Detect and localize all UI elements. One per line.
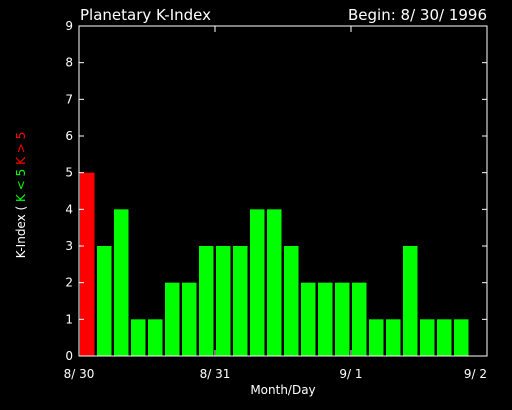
bar xyxy=(131,319,146,356)
bars-group xyxy=(80,172,469,356)
bar xyxy=(97,246,112,356)
y-tick-label: 5 xyxy=(65,166,73,180)
x-tick-label: 9/ 2 xyxy=(464,367,487,381)
bar xyxy=(216,246,231,356)
x-axis-label: Month/Day xyxy=(250,383,315,397)
chart-title: Planetary K-Index xyxy=(80,6,211,24)
bar xyxy=(403,246,418,356)
x-axis-ticks: 8/ 30 8/ 31 9/ 1 9/ 2 xyxy=(64,26,488,381)
bar xyxy=(165,282,180,356)
bar xyxy=(148,319,163,356)
bar xyxy=(114,209,129,356)
y-tick-label: 4 xyxy=(65,202,73,216)
bar xyxy=(250,209,265,356)
y-tick-label: 1 xyxy=(65,312,73,326)
y-axis-label-paren: ( xyxy=(14,206,28,211)
y-tick-label: 2 xyxy=(65,276,73,290)
bar xyxy=(233,246,248,356)
y-tick-label: 6 xyxy=(65,129,73,143)
y-tick-label: 7 xyxy=(65,92,73,106)
y-tick-label: 3 xyxy=(65,239,73,253)
y-axis-label-main: K-Index xyxy=(14,214,28,258)
bar xyxy=(199,246,214,356)
bar xyxy=(80,172,95,356)
y-axis-ticks: 0 1 2 3 4 5 6 7 8 9 xyxy=(65,19,487,363)
plot-frame xyxy=(78,25,488,357)
bar xyxy=(386,319,401,356)
x-tick-label: 9/ 1 xyxy=(339,367,362,381)
bar xyxy=(182,282,197,356)
bar xyxy=(454,319,469,356)
y-axis-label-low: K < 5 xyxy=(14,169,28,202)
bar xyxy=(369,319,384,356)
bar xyxy=(420,319,435,356)
x-tick-label: 8/ 31 xyxy=(200,367,231,381)
bar xyxy=(437,319,452,356)
y-tick-label: 9 xyxy=(65,19,73,33)
bar xyxy=(267,209,282,356)
bar xyxy=(284,246,299,356)
chart-subtitle: Begin: 8/ 30/ 1996 xyxy=(348,6,487,24)
bar xyxy=(335,282,350,356)
svg-text:K-Index (: K-Index ( K < 5 K > 5 xyxy=(14,132,28,259)
y-tick-label: 0 xyxy=(65,349,73,363)
y-tick-label: 8 xyxy=(65,56,73,70)
bar xyxy=(352,282,367,356)
bar xyxy=(301,282,316,356)
x-tick-label: 8/ 30 xyxy=(64,367,95,381)
y-axis-label-high: K > 5 xyxy=(14,132,28,165)
bar xyxy=(318,282,333,356)
y-axis-label: K-Index ( K < 5 K > 5 xyxy=(14,132,28,259)
